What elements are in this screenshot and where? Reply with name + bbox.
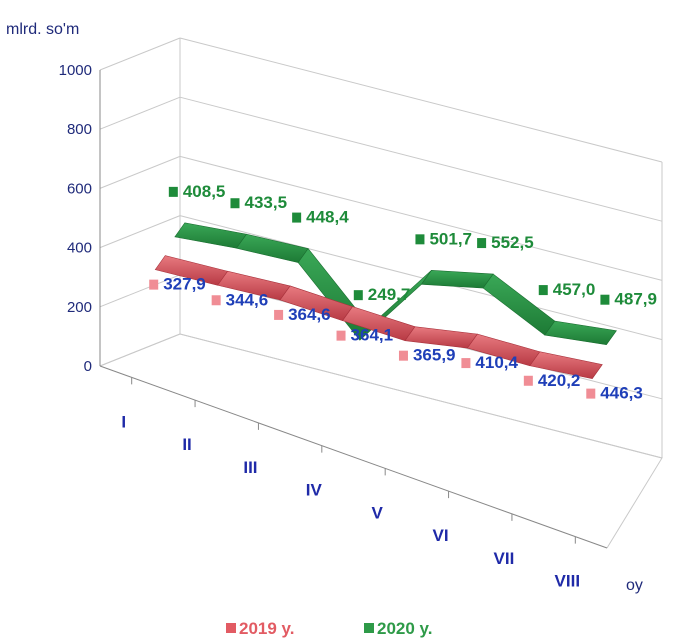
series-2019-data-label: 365,9: [413, 346, 456, 365]
series-2020-data-label: 433,5: [244, 193, 287, 212]
x-axis-line: [99, 365, 608, 549]
gridline-side: [99, 37, 181, 71]
series-2019-data-label: 327,9: [163, 275, 206, 294]
y-tick-label: 600: [67, 180, 92, 197]
gridline-back: [179, 96, 663, 222]
series-2019-marker: [523, 375, 533, 386]
gridline-back: [179, 155, 663, 281]
gridline-side: [99, 215, 181, 249]
y-tick-label: 0: [84, 358, 92, 375]
x-axis-title: oy: [626, 577, 643, 594]
y-tick-label: 200: [67, 299, 92, 316]
series-2020-data-label: 249,7: [368, 285, 411, 304]
series-2020-marker: [600, 294, 610, 305]
series-2019-ribbon: [154, 255, 603, 379]
series-2020-data-label: 457,0: [553, 280, 596, 299]
series-2019-marker: [211, 295, 221, 306]
series-2020-marker: [292, 212, 302, 223]
y-tick-label: 1000: [59, 62, 92, 79]
legend-swatch: [226, 623, 236, 633]
series-2020-data-label: 448,4: [306, 208, 349, 227]
series-2019-segment: [529, 351, 603, 379]
x-tick-label: VI: [433, 526, 449, 545]
gridline-back: [179, 215, 663, 341]
series-2019-marker: [398, 350, 408, 361]
series-2020-marker: [230, 198, 240, 209]
x-tick-label: V: [372, 503, 384, 522]
series-2020-marker: [415, 234, 425, 245]
x-tick-label: IV: [306, 481, 323, 500]
series-2020-segment: [420, 270, 494, 289]
gridline-side: [99, 274, 181, 308]
series-2019-marker: [461, 358, 471, 369]
y-tick-label: 800: [67, 121, 92, 138]
y-axis-title: mlrd. so'm: [6, 21, 79, 38]
series-2020-data-label: 487,9: [614, 290, 657, 309]
legend-entry: 2020 y.: [377, 619, 432, 638]
series-2019-marker: [274, 309, 284, 320]
legend-swatch: [364, 623, 374, 633]
series-2019-marker: [149, 279, 159, 290]
series-2020-segment: [174, 222, 248, 249]
series-2019-data-label: 364,6: [288, 305, 331, 324]
series-2020-data-label: 552,5: [491, 233, 534, 252]
x-tick-label: VIII: [555, 572, 581, 591]
y-tick-label: 400: [67, 240, 92, 257]
series-2020-segment: [235, 233, 309, 263]
series-2019-data-label: 420,2: [538, 371, 581, 390]
series-2020-data-label: 408,5: [183, 182, 226, 201]
series-2019-data-label: 344,6: [226, 290, 269, 309]
x-tick-label: III: [243, 458, 257, 477]
series-2019-marker: [336, 330, 346, 341]
series-2019-data-label: 364,1: [351, 326, 394, 345]
series-2020-data-label: 501,7: [429, 229, 472, 248]
gridline-back: [179, 37, 663, 163]
floor-outline: [99, 333, 663, 549]
data-labels: 327,9 344,6 364,6 364,1 365,9 410,4 420,2 446,3…: [149, 182, 657, 403]
series-2019-data-label: 446,3: [600, 384, 643, 403]
legend-entry: 2019 y.: [239, 619, 294, 638]
legend: 2019 y. 2020 y.: [226, 619, 432, 638]
series-2020-segment: [544, 320, 617, 346]
x-tick-label: II: [182, 435, 191, 454]
series-2020-marker: [168, 186, 178, 197]
series-2020-marker: [353, 290, 363, 301]
gridline-side: [99, 155, 181, 189]
series-2020-marker: [477, 238, 487, 249]
x-tick-label: VII: [494, 549, 515, 568]
series-2019-data-label: 410,4: [475, 353, 518, 372]
series-2020-segment: [482, 273, 556, 336]
x-tick-label: I: [121, 412, 126, 431]
series-2020-marker: [538, 285, 548, 296]
gridline-side: [99, 96, 181, 130]
series-2019-marker: [586, 388, 596, 399]
